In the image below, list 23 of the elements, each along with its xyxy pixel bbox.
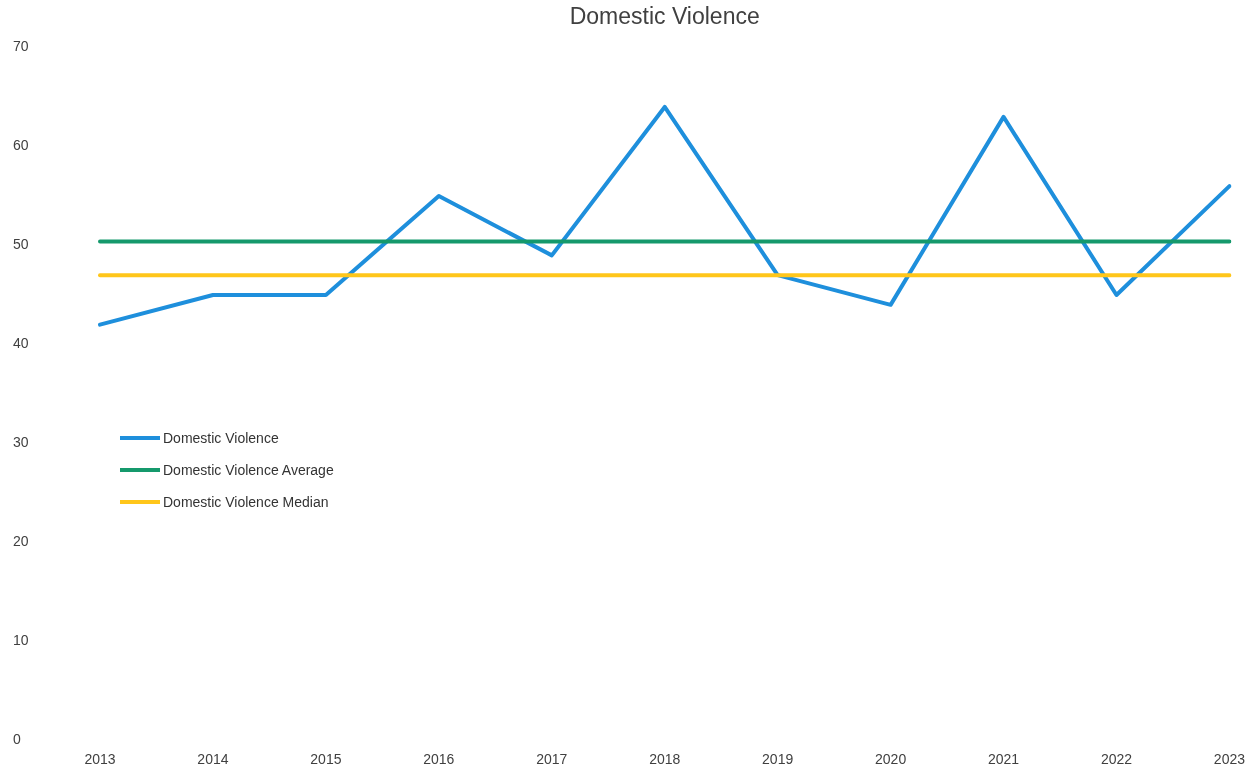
y-tick-label: 0 xyxy=(13,731,21,748)
x-tick-label: 2022 xyxy=(1100,751,1133,768)
y-tick-label: 40 xyxy=(13,335,29,352)
x-tick-label: 2015 xyxy=(310,751,342,768)
x-tick-label: 2018 xyxy=(649,751,681,768)
y-tick-label: 10 xyxy=(13,632,29,649)
x-tick-label: 2017 xyxy=(536,751,568,768)
x-tick-label: 2019 xyxy=(762,751,794,768)
y-tick-label: 20 xyxy=(13,533,29,550)
x-tick-label: 2020 xyxy=(875,751,907,768)
x-tick-label: 2013 xyxy=(84,751,116,768)
y-tick-label: 60 xyxy=(13,137,29,154)
legend-label: Domestic Violence xyxy=(163,430,279,447)
x-tick-label: 2021 xyxy=(987,751,1020,768)
x-tick-label: 2023 xyxy=(1213,751,1246,768)
y-tick-label: 50 xyxy=(13,236,29,253)
x-tick-label: 2016 xyxy=(423,751,455,768)
legend-label: Domestic Violence Average xyxy=(163,462,334,479)
y-tick-label: 70 xyxy=(13,38,29,55)
y-tick-label: 30 xyxy=(13,434,29,451)
x-tick-label: 2014 xyxy=(197,751,229,768)
legend-label: Domestic Violence Median xyxy=(163,494,329,511)
chart-title: Domestic Violence xyxy=(569,3,760,30)
